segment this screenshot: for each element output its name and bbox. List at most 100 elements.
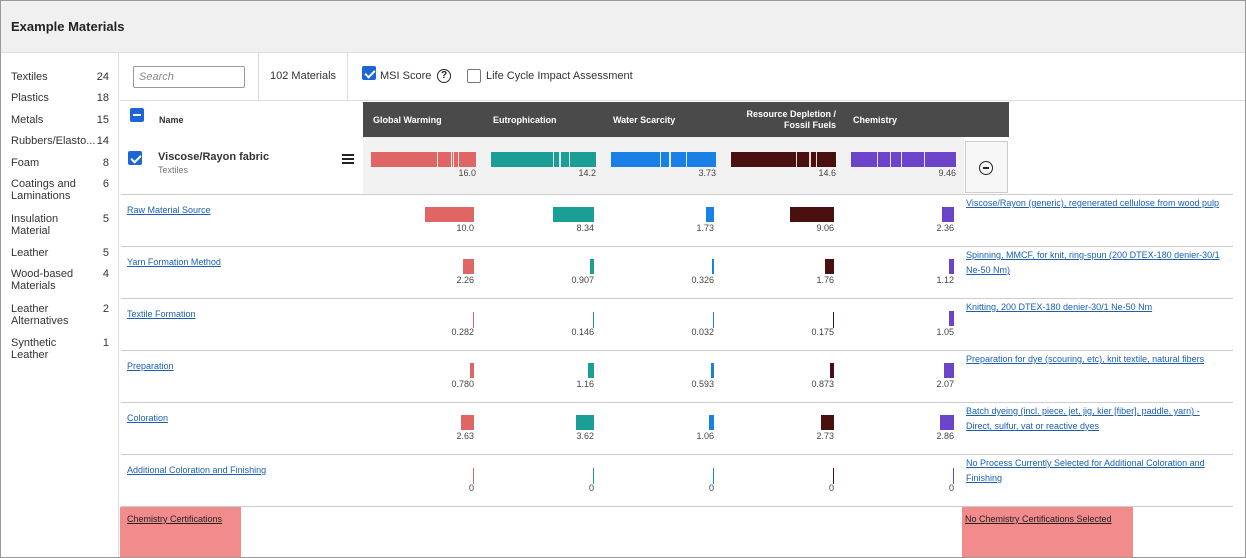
title-bar: Example Materials — [1, 1, 1245, 53]
lcia-checkbox[interactable] — [467, 69, 481, 83]
sidebar-category[interactable]: Insulation Material 5 — [11, 213, 109, 237]
certifications-status-cell — [962, 507, 1133, 557]
stage-description-link[interactable]: Preparation for dye (scouring, etc), kni… — [966, 354, 1205, 364]
stage-value: 0 — [588, 483, 594, 493]
segment-divider — [560, 152, 562, 167]
material-name[interactable]: Viscose/Rayon fabric — [158, 151, 270, 163]
divider — [258, 53, 259, 101]
sidebar-category[interactable]: Textiles 24 — [11, 71, 109, 83]
category-count: 8 — [102, 157, 109, 169]
category-count: 2 — [102, 303, 109, 315]
segment-divider — [552, 152, 554, 167]
select-all-checkbox[interactable] — [130, 108, 144, 122]
segment-divider — [458, 152, 460, 167]
category-count: 6 — [102, 178, 109, 190]
total-bar-global-warming — [371, 152, 477, 167]
stage-value: 0 — [708, 483, 714, 493]
stage-bar-water-scarcity — [709, 415, 714, 430]
chemistry-certifications-link[interactable]: Chemistry Certifications — [127, 514, 223, 524]
msi-score-checkbox[interactable] — [362, 66, 376, 80]
stage-bar-global-warming — [473, 312, 474, 328]
stage-bar-global-warming — [463, 259, 474, 274]
category-label: Textiles — [11, 71, 48, 83]
sidebar-category[interactable]: Leather Alternatives 2 — [11, 303, 109, 327]
sidebar-category[interactable]: Foam 8 — [11, 157, 109, 169]
sidebar-category[interactable]: Leather 5 — [11, 247, 109, 259]
total-value: 14.2 — [578, 168, 596, 178]
sidebar-category[interactable]: Metals 15 — [11, 114, 109, 126]
segment-divider — [835, 152, 837, 167]
remove-material-button[interactable] — [965, 141, 1008, 193]
page-title: Example Materials — [11, 19, 125, 34]
category-count: 5 — [102, 247, 109, 259]
stage-bar-eutrophication — [590, 259, 594, 274]
toolbar: 102 Materials MSI Score ? Life Cycle Imp… — [120, 53, 1245, 101]
stage-value: 0.873 — [811, 379, 834, 389]
stage-bar-eutrophication — [593, 468, 594, 484]
sidebar-category[interactable]: Coatings and Laminations 6 — [11, 178, 109, 202]
stage-description-link[interactable]: Knitting, 200 DTEX-180 denier-30/1 Ne-50… — [966, 302, 1153, 312]
stage-link[interactable]: Additional Coloration and Finishing — [127, 465, 267, 475]
stage-value: 0.146 — [571, 327, 594, 337]
stage-link[interactable]: Raw Material Source — [127, 205, 211, 215]
adjust-icon[interactable] — [342, 153, 354, 165]
segment-divider — [453, 152, 455, 167]
search-input[interactable] — [133, 66, 245, 88]
total-value: 9.46 — [938, 168, 956, 178]
segment-divider — [956, 152, 957, 167]
stage-bar-water-scarcity — [713, 312, 714, 328]
stage-link[interactable]: Preparation — [127, 361, 174, 371]
stage-bar-water-scarcity — [713, 468, 714, 484]
help-icon[interactable]: ? — [437, 69, 451, 83]
stage-description-link[interactable]: Spinning, MMCF, for knit, ring-spun (200… — [966, 250, 1220, 275]
column-header-eutrophication[interactable]: Eutrophication — [493, 115, 557, 125]
stage-link[interactable]: Yarn Formation Method — [127, 257, 221, 267]
stage-value: 0.593 — [691, 379, 714, 389]
segment-divider — [659, 152, 661, 167]
stage-value: 0 — [828, 483, 834, 493]
segment-divider — [924, 152, 926, 167]
certifications-status-link[interactable]: No Chemistry Certifications Selected — [965, 514, 1112, 524]
minus-circle-icon — [979, 161, 993, 175]
column-header-chemistry[interactable]: Chemistry — [853, 115, 898, 125]
row-divider — [121, 298, 1233, 299]
column-header-water-scarcity[interactable]: Water Scarcity — [613, 115, 676, 125]
stage-bar-resource-depletion — [790, 207, 834, 222]
stage-value: 1.05 — [936, 327, 954, 337]
stage-description-link[interactable]: Batch dyeing (incl. piece, jet, jig, kie… — [966, 406, 1200, 431]
stage-description-link[interactable]: Viscose/Rayon (generic), regenerated cel… — [966, 198, 1219, 208]
stage-bar-chemistry — [953, 468, 954, 484]
stage-value: 8.34 — [576, 223, 594, 233]
sidebar-category[interactable]: Plastics 18 — [11, 92, 109, 104]
segment-divider — [451, 152, 453, 167]
stage-link[interactable]: Coloration — [127, 413, 169, 423]
stage-bar-eutrophication — [588, 363, 594, 378]
stage-bar-water-scarcity — [706, 207, 714, 222]
stage-value: 0 — [468, 483, 474, 493]
category-count: 5 — [102, 213, 109, 225]
column-header-resource-depletion[interactable]: Resource Depletion / Fossil Fuels — [746, 109, 836, 130]
sidebar-category[interactable]: Wood-based Materials 4 — [11, 268, 109, 292]
stage-description-link[interactable]: No Process Currently Selected for Additi… — [966, 458, 1205, 483]
stage-value: 10.0 — [456, 223, 474, 233]
column-header-global-warming[interactable]: Global Warming — [373, 115, 442, 125]
row-divider — [121, 454, 1233, 455]
stage-value: 2.73 — [816, 431, 834, 441]
stage-value: 0.780 — [451, 379, 474, 389]
category-count: 4 — [102, 268, 109, 280]
total-bar-water-scarcity — [611, 152, 716, 167]
category-count: 1 — [102, 337, 109, 349]
stage-bar-eutrophication — [593, 312, 594, 328]
category-label: Insulation Material — [11, 213, 59, 237]
sidebar-category[interactable]: Synthetic Leather 1 — [11, 337, 109, 361]
divider — [347, 53, 348, 101]
stage-value: 1.76 — [816, 275, 834, 285]
category-count: 15 — [96, 114, 109, 126]
segment-divider — [810, 152, 812, 167]
stage-value: 2.86 — [936, 431, 954, 441]
stage-bar-chemistry — [944, 363, 954, 378]
segment-divider — [808, 152, 810, 167]
sidebar-category[interactable]: Rubbers/Elasto... 14 — [11, 135, 109, 147]
stage-link[interactable]: Textile Formation — [127, 309, 196, 319]
material-checkbox[interactable] — [128, 151, 142, 165]
